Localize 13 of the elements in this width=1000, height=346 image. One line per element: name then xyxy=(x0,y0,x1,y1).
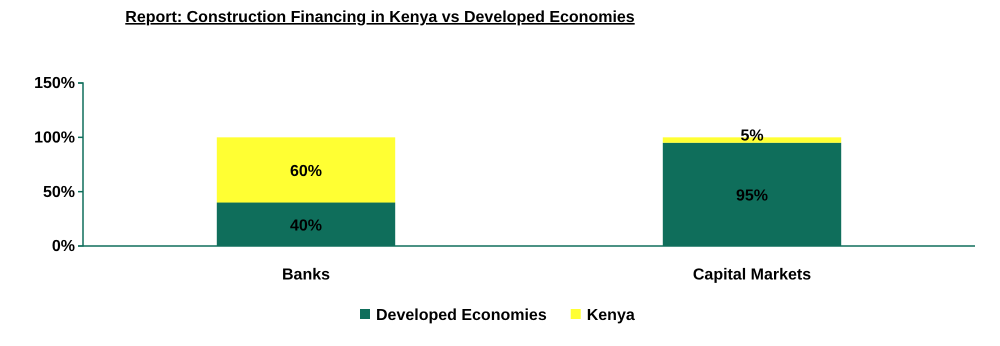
y-tick-label: 0% xyxy=(52,238,75,256)
y-tick-label: 50% xyxy=(42,184,75,201)
y-tick-label: 100% xyxy=(34,129,75,146)
bar xyxy=(216,137,396,203)
chart-title: Report: Construction Financing in Kenya vs Developed Economies xyxy=(125,9,635,26)
x-tick-label: Capital Markets xyxy=(692,266,812,284)
data-label: 60% xyxy=(290,162,322,180)
data-label: 95% xyxy=(736,187,768,204)
x-tick-label: Banks xyxy=(282,266,330,284)
y-tick-label: 150% xyxy=(34,75,75,92)
data-label: 40% xyxy=(290,217,322,234)
legend-label: Kenya xyxy=(586,307,635,324)
legend-label: Developed Economies xyxy=(376,307,547,324)
